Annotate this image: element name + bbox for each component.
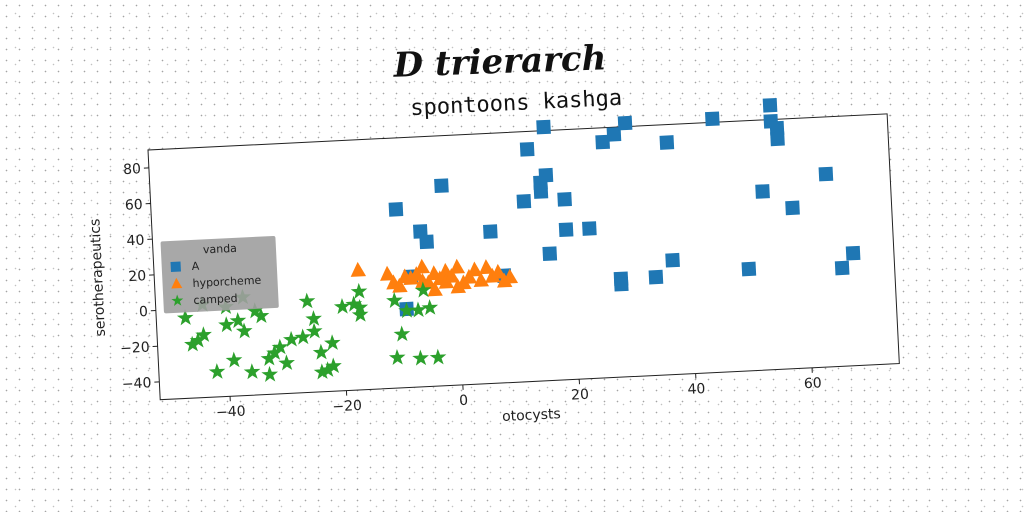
- point-A: [534, 184, 549, 199]
- y-tick-label: 20: [128, 268, 147, 285]
- point-A: [649, 270, 664, 285]
- point-A: [419, 235, 434, 250]
- x-tick-label: 20: [571, 387, 590, 404]
- point-A: [763, 98, 778, 113]
- point-A: [582, 221, 597, 236]
- point-A: [557, 192, 572, 207]
- point-A: [539, 168, 554, 183]
- point-A: [517, 194, 532, 209]
- y-tick-label: 0: [139, 304, 149, 320]
- y-tick-label: −20: [120, 340, 150, 357]
- legend-title: vanda: [203, 242, 238, 257]
- point-A: [835, 261, 850, 276]
- x-axis-label: otocysts: [502, 406, 561, 425]
- point-A: [618, 116, 633, 131]
- point-A: [705, 111, 720, 126]
- point-A: [846, 246, 861, 261]
- point-A: [742, 262, 757, 277]
- legend-label-A: A: [191, 260, 200, 273]
- point-A: [434, 178, 449, 193]
- legend-marker-A: [170, 262, 180, 272]
- scatter-chart: spontoons kashga −40 −20 0 20 40 60−40−200204…: [147, 94, 902, 450]
- point-A: [785, 201, 800, 216]
- point-A: [389, 202, 404, 217]
- y-tick-label: 60: [124, 197, 143, 214]
- x-tick-label: 0: [459, 393, 469, 409]
- point-A: [665, 253, 680, 268]
- y-tick-label: 80: [123, 161, 142, 178]
- point-A: [536, 120, 551, 135]
- chart-title: spontoons kashga: [410, 86, 623, 121]
- x-tick-label: 60: [804, 375, 823, 392]
- x-tick-label: −20: [332, 398, 362, 415]
- point-A: [755, 184, 770, 199]
- x-tick-label: 40: [687, 381, 706, 398]
- y-tick-label: 40: [126, 233, 145, 250]
- point-A: [614, 277, 629, 292]
- legend-label-camped: camped: [193, 292, 238, 307]
- point-A: [542, 246, 557, 261]
- point-A: [819, 167, 834, 182]
- point-A: [559, 222, 574, 237]
- point-A: [770, 132, 785, 147]
- point-A: [483, 224, 498, 239]
- y-tick-label: −40: [121, 375, 151, 392]
- chart-frame: spontoons kashga −40 −20 0 20 40 60 −40 −20 0 20 4…: [148, 114, 901, 430]
- point-A: [520, 142, 535, 157]
- page-title: D trierarch: [0, 25, 1000, 100]
- y-axis-label: serotherapeutics: [87, 218, 109, 337]
- x-tick-label: −40: [216, 404, 246, 421]
- point-A: [660, 135, 675, 150]
